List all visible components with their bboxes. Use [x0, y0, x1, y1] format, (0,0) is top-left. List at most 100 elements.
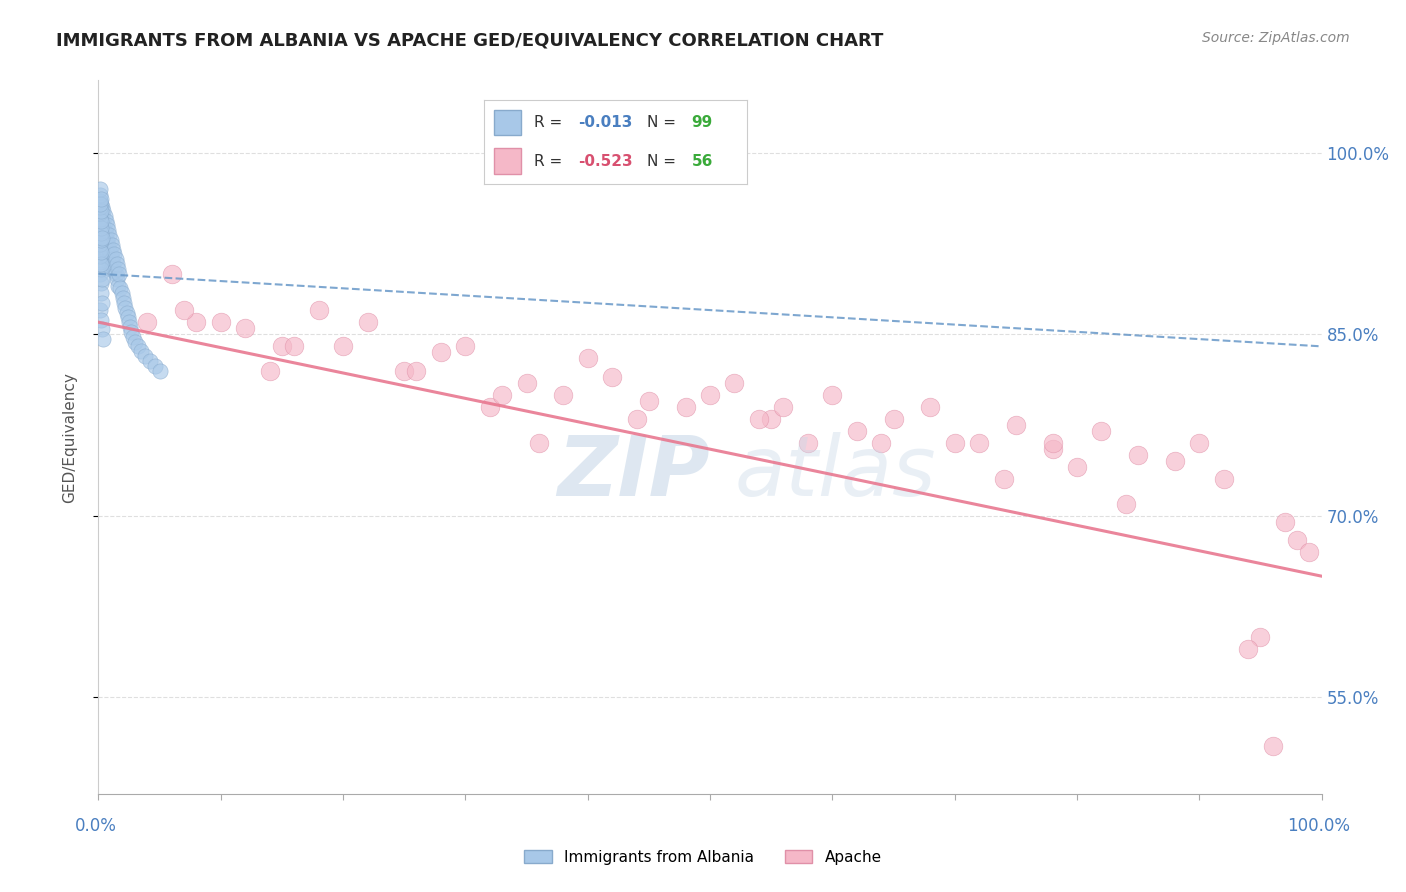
- Point: [134, 349, 156, 363]
- Point: [845, 424, 868, 438]
- Point: [107, 279, 129, 293]
- Point: [91, 240, 114, 254]
- Point: [1274, 515, 1296, 529]
- Point: [1298, 545, 1320, 559]
- Point: [160, 267, 183, 281]
- Point: [91, 220, 114, 235]
- Point: [797, 436, 820, 450]
- Point: [173, 303, 195, 318]
- Point: [89, 194, 111, 209]
- Point: [112, 295, 135, 310]
- Point: [129, 344, 152, 359]
- Point: [96, 219, 118, 233]
- Point: [748, 412, 770, 426]
- Point: [430, 345, 453, 359]
- Point: [89, 219, 111, 233]
- Point: [90, 192, 112, 206]
- Point: [97, 223, 120, 237]
- Point: [149, 363, 172, 377]
- Point: [637, 393, 661, 408]
- Point: [96, 247, 118, 261]
- Point: [89, 200, 111, 214]
- Point: [943, 436, 966, 450]
- Text: Source: ZipAtlas.com: Source: ZipAtlas.com: [1202, 31, 1350, 45]
- Point: [233, 321, 256, 335]
- Point: [1090, 424, 1112, 438]
- Point: [121, 329, 143, 343]
- Point: [920, 400, 942, 414]
- Point: [103, 264, 125, 278]
- Point: [89, 236, 111, 251]
- Point: [89, 196, 111, 211]
- Point: [90, 236, 112, 251]
- Point: [1188, 436, 1211, 450]
- Point: [1286, 533, 1309, 547]
- Point: [90, 224, 112, 238]
- Point: [89, 303, 111, 318]
- Point: [101, 243, 124, 257]
- Point: [93, 224, 115, 238]
- Point: [91, 203, 114, 218]
- Point: [89, 212, 111, 227]
- Text: ZIP: ZIP: [557, 433, 710, 513]
- Point: [90, 233, 112, 247]
- Point: [491, 388, 513, 402]
- Point: [356, 315, 378, 329]
- Point: [98, 257, 121, 271]
- Point: [259, 363, 281, 377]
- Point: [90, 196, 112, 211]
- Point: [93, 236, 115, 251]
- Point: [1004, 417, 1026, 432]
- Point: [209, 315, 232, 329]
- Point: [91, 332, 114, 346]
- Point: [1042, 436, 1064, 450]
- Point: [454, 339, 477, 353]
- Point: [100, 247, 122, 261]
- Point: [699, 388, 721, 402]
- Point: [270, 339, 294, 353]
- Point: [89, 230, 111, 244]
- Point: [90, 212, 112, 227]
- Point: [143, 359, 166, 373]
- Point: [1249, 630, 1271, 644]
- Point: [91, 209, 114, 223]
- Point: [1212, 472, 1234, 486]
- Point: [1066, 460, 1088, 475]
- Point: [89, 267, 111, 281]
- Point: [723, 376, 745, 390]
- Point: [761, 412, 783, 426]
- Point: [186, 315, 208, 329]
- Point: [124, 334, 146, 349]
- Point: [120, 325, 142, 339]
- Point: [993, 472, 1015, 486]
- Point: [90, 312, 112, 326]
- Point: [89, 254, 111, 268]
- Point: [89, 206, 111, 220]
- Point: [89, 188, 111, 202]
- Point: [91, 216, 114, 230]
- Point: [91, 271, 114, 285]
- Point: [675, 400, 697, 414]
- Point: [332, 339, 354, 353]
- Point: [90, 286, 112, 301]
- Point: [91, 233, 114, 247]
- Text: 100.0%: 100.0%: [1288, 817, 1350, 835]
- Point: [90, 213, 112, 227]
- Point: [772, 400, 794, 414]
- Point: [392, 363, 416, 377]
- Point: [120, 320, 142, 334]
- Point: [117, 310, 139, 325]
- Point: [90, 257, 112, 271]
- Point: [283, 339, 305, 353]
- Point: [96, 233, 118, 247]
- Point: [478, 400, 501, 414]
- Point: [111, 286, 134, 301]
- Point: [97, 237, 120, 252]
- Point: [89, 194, 111, 209]
- Legend: Immigrants from Albania, Apache: Immigrants from Albania, Apache: [519, 844, 887, 871]
- Point: [89, 224, 111, 238]
- Point: [883, 412, 905, 426]
- Point: [118, 315, 141, 329]
- Point: [308, 303, 330, 318]
- Point: [90, 262, 112, 277]
